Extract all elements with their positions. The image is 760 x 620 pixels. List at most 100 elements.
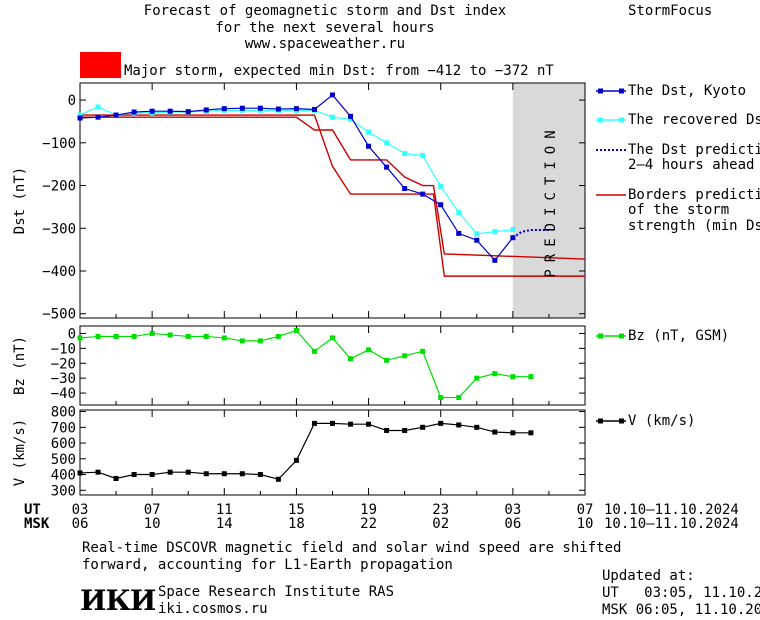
y-tick-label: −400 [42,264,76,280]
x-tick-label-ut: 23 [432,502,449,518]
v-point [474,424,480,430]
bz-point [311,348,317,354]
dst-kyoto-point [113,112,119,118]
ut-axis-label: UT [24,502,41,518]
v-point [492,429,498,435]
borders-lower-line [80,114,585,277]
bz-point [348,356,354,362]
v-point [510,430,516,436]
dst-kyoto-point [239,105,245,111]
dst-kyoto-point [438,202,444,208]
recovered-dst-point [456,209,462,215]
website-link[interactable]: www.spaceweather.ru [244,36,406,52]
bz-point [366,347,372,353]
bz-point [275,333,281,339]
v-point [149,472,155,478]
y-tick-label: 300 [51,483,76,499]
v-point [293,457,299,463]
dst-kyoto-point [492,257,498,263]
recovered-dst-point [77,112,83,118]
msk-axis-label: MSK [24,516,50,532]
msk-date-range: 10.10–11.10.2024 [604,516,739,532]
recovered-dst-point [474,231,480,237]
bz-point [149,330,155,336]
recovered-dst-point [492,229,498,235]
dst-kyoto-point [402,186,408,192]
x-tick-label-msk: 06 [72,516,89,532]
recovered-dst-point [330,114,335,120]
chart-panels [79,82,586,496]
ut-date-range: 10.10–11.10.2024 [604,502,739,518]
bz-point [293,327,299,333]
borders-upper-line [80,116,586,260]
y-tick-label: −30 [51,371,76,387]
v-point [420,424,426,430]
legend-borders-line1: Borders prediction [628,187,760,203]
dst-kyoto-point [167,108,173,114]
dst-kyoto-point [474,237,480,243]
y-tick-label: 600 [51,436,76,452]
bz-point [167,332,173,338]
x-tick-label-msk: 14 [216,516,233,532]
dst-kyoto-point [149,108,155,114]
updated-label: Updated at: [602,568,695,584]
legend-prediction-line2: 2–4 hours ahead [628,157,755,173]
y-tick-label: −20 [51,356,76,372]
legend-v-glyph-marker [598,418,603,424]
dst-kyoto-point [330,92,335,98]
institute-site[interactable]: iki.cosmos.ru [158,601,268,617]
bz-point [528,374,534,380]
legend-v-glyph-marker [619,418,624,424]
brand-title: StormFocus [628,3,713,19]
note-line2: forward, accounting for L1-Earth propaga… [82,557,453,573]
y-tick-label: −10 [51,341,76,357]
prediction-label: PREDICTION [543,123,559,277]
recovered-dst-point [438,183,444,189]
dst-kyoto-point [420,191,426,197]
legend-prediction-line1: The Dst prediction [628,142,760,158]
y-tick-label: 0 [68,326,76,342]
recovered-dst-point [366,129,372,135]
bz-point [474,375,480,381]
x-tick-label-ut: 19 [360,502,377,518]
recovered-dst-point [420,153,426,159]
v-point [402,427,408,433]
legend-recovered-glyph-marker [619,117,624,123]
dst-kyoto-point [348,113,354,119]
bz-point [438,395,444,401]
bz-point [257,338,263,344]
x-tick-label-ut: 03 [504,502,521,518]
v-point [330,420,335,426]
bz-point [402,353,408,359]
x-tick-label-ut: 03 [72,502,89,518]
y-tick-label: 500 [51,452,76,468]
v-point [131,472,137,478]
v-point [384,427,390,433]
y-tick-label: 400 [51,468,76,484]
y-tick-label: 0 [68,93,76,109]
dst-prediction-line [512,228,549,239]
bz-point [95,333,101,339]
x-tick-label-ut: 15 [288,502,305,518]
v-point [77,470,83,476]
bz-point [492,371,498,377]
dst-kyoto-point [384,164,390,170]
y-tick-label: −40 [51,386,76,402]
chart-title-line1: Forecast of geomagnetic storm and Dst in… [143,3,507,19]
iki-logo-text: ИКИ [80,584,156,617]
x-tick-label-ut: 11 [216,502,233,518]
prediction-band [512,83,585,318]
y-tick-label: −100 [42,136,76,152]
bz-line [79,329,531,399]
x-tick-label-msk: 22 [360,516,377,532]
bz-point [456,395,462,401]
v-point [311,420,317,426]
dst-kyoto-point [456,230,462,236]
legend-bz-glyph-marker [598,333,603,339]
v-point [438,420,444,426]
v-point [221,471,227,477]
dst-kyoto-point [95,114,101,120]
recovered-dst-line [79,106,513,235]
